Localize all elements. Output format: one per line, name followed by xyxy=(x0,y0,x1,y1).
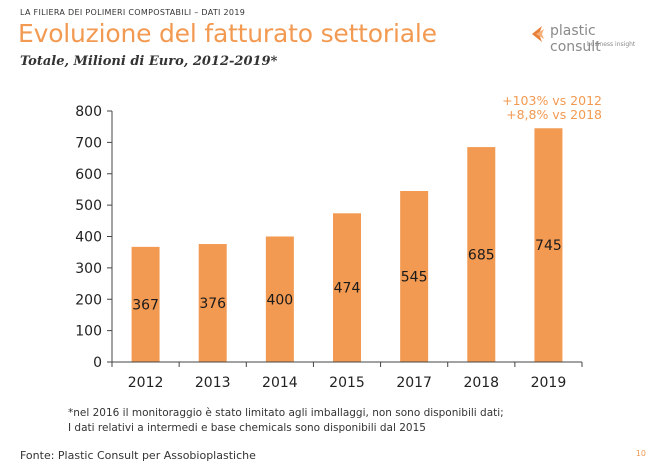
bar-2014 xyxy=(265,236,294,362)
data-label: 745 xyxy=(535,238,562,254)
y-axis: 0 100 200 300 400 500 600 700 800 xyxy=(75,104,113,371)
data-label: 376 xyxy=(199,296,226,312)
footnote-line-2: I dati relativi a intermedi e base chemi… xyxy=(68,422,426,434)
data-label: 474 xyxy=(334,281,361,297)
bar-2019 xyxy=(534,128,563,362)
bar-2012 xyxy=(131,246,160,362)
y-tick-label: 100 xyxy=(75,324,102,340)
x-tick-label: 2012 xyxy=(128,375,164,391)
y-tick-label: 200 xyxy=(75,292,102,308)
bars: 367 376 400 474 545 685 745 xyxy=(131,128,563,362)
x-tick-label: 2019 xyxy=(531,375,567,391)
x-tick-label: 2014 xyxy=(262,375,298,391)
report-kicker: LA FILIERA DEI POLIMERI COMPOSTABILI – D… xyxy=(20,8,246,17)
source-text: Fonte: Plastic Consult per Assobioplasti… xyxy=(20,449,256,462)
growth-annotation: +103% vs 2012 +8,8% vs 2018 xyxy=(502,94,602,122)
x-tick-label: 2013 xyxy=(195,375,231,391)
y-tick-label: 500 xyxy=(75,198,102,214)
data-label: 545 xyxy=(401,270,428,286)
bar-2017 xyxy=(400,191,429,362)
bar-2015 xyxy=(333,213,361,362)
bar-2013 xyxy=(198,244,227,362)
x-tick-label: 2017 xyxy=(396,375,432,391)
growth-vs-2012: +103% vs 2012 xyxy=(502,93,602,108)
y-tick-label: 300 xyxy=(75,261,102,277)
page-subtitle: Totale, Milioni di Euro, 2012-2019* xyxy=(20,54,278,69)
y-tick-label: 600 xyxy=(75,167,102,183)
x-tick-label: 2018 xyxy=(463,375,499,391)
x-tick-label: 2015 xyxy=(329,375,365,391)
data-label: 367 xyxy=(132,297,159,313)
y-tick-label: 400 xyxy=(75,230,102,246)
logo-name: plastic consult xyxy=(550,23,601,55)
growth-vs-2018: +8,8% vs 2018 xyxy=(506,107,602,122)
data-label: 400 xyxy=(266,292,293,308)
logo-tagline: business insight xyxy=(587,41,636,48)
page-number: 10 xyxy=(635,449,646,458)
plastic-consult-logo: plastic consult business insight xyxy=(530,22,650,55)
data-label: 685 xyxy=(468,248,495,264)
revenue-bar-chart: 0 100 200 300 400 500 600 700 800 367 376 400 474 54… xyxy=(75,104,583,391)
footnote: *nel 2016 il monitoraggio è stato limita… xyxy=(68,406,504,436)
page-title: Evoluzione del fatturato settoriale xyxy=(18,19,437,48)
x-axis: 2012 2013 2014 2015 2017 2018 2019 xyxy=(111,361,583,391)
y-tick-label: 700 xyxy=(75,135,102,151)
bar-2018 xyxy=(467,147,496,362)
chevron-mark-icon xyxy=(532,26,544,42)
y-tick-label: 0 xyxy=(93,355,102,371)
y-tick-label: 800 xyxy=(75,104,102,120)
footnote-line-1: *nel 2016 il monitoraggio è stato limita… xyxy=(68,407,504,419)
